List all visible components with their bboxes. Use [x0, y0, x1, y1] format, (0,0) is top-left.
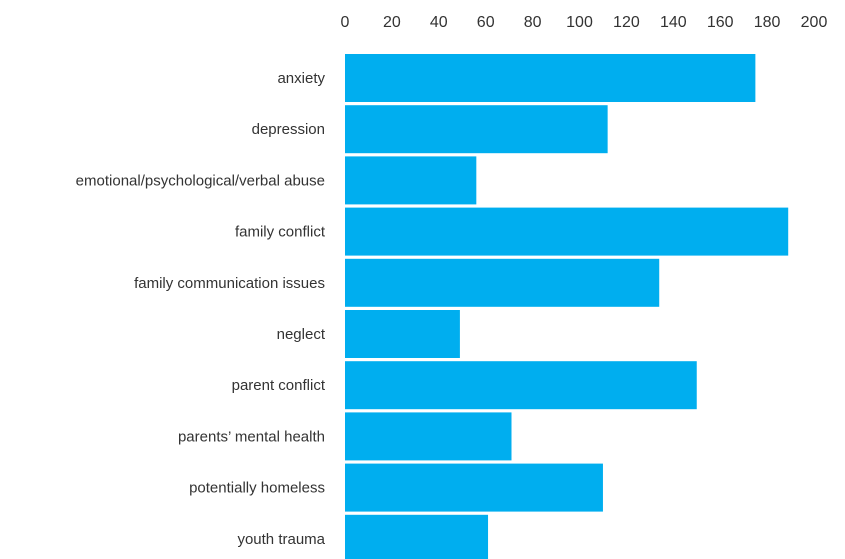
- category-label: family conflict: [235, 224, 326, 241]
- x-tick-label: 80: [524, 14, 542, 31]
- bar: [345, 361, 697, 410]
- x-tick-label: 100: [566, 14, 593, 31]
- bar: [345, 207, 789, 256]
- bar: [345, 463, 603, 512]
- bar: [345, 156, 477, 205]
- category-label: depression: [252, 121, 325, 138]
- bar: [345, 412, 512, 461]
- x-tick-label: 60: [477, 14, 495, 31]
- bar: [345, 310, 460, 358]
- category-label: parents’ mental health: [178, 428, 325, 445]
- category-label: parent conflict: [232, 377, 326, 394]
- x-tick-label: 140: [660, 14, 687, 31]
- bar: [345, 258, 660, 307]
- category-label: emotional/psychological/verbal abuse: [76, 172, 325, 189]
- x-tick-label: 20: [383, 14, 401, 31]
- x-tick-label: 40: [430, 14, 448, 31]
- x-tick-label: 120: [613, 14, 640, 31]
- category-labels: anxiety depression emotional/psychological…: [76, 70, 326, 548]
- category-label: youth trauma: [237, 531, 325, 548]
- x-tick-label: 160: [707, 14, 734, 31]
- bar: [345, 54, 756, 102]
- x-tick-label: 200: [801, 14, 828, 31]
- category-label: family communication issues: [134, 275, 325, 292]
- bar: [345, 105, 608, 154]
- category-label: anxiety: [277, 70, 325, 87]
- x-tick-label: 0: [341, 14, 350, 31]
- category-label: potentially homeless: [189, 480, 325, 497]
- x-tick-label: 180: [754, 14, 781, 31]
- x-axis-ticks: 0 20 40 60 80 100 120 140 160 180 200: [341, 14, 828, 31]
- bars: [345, 54, 789, 559]
- category-label: neglect: [277, 326, 326, 343]
- bar: [345, 514, 489, 559]
